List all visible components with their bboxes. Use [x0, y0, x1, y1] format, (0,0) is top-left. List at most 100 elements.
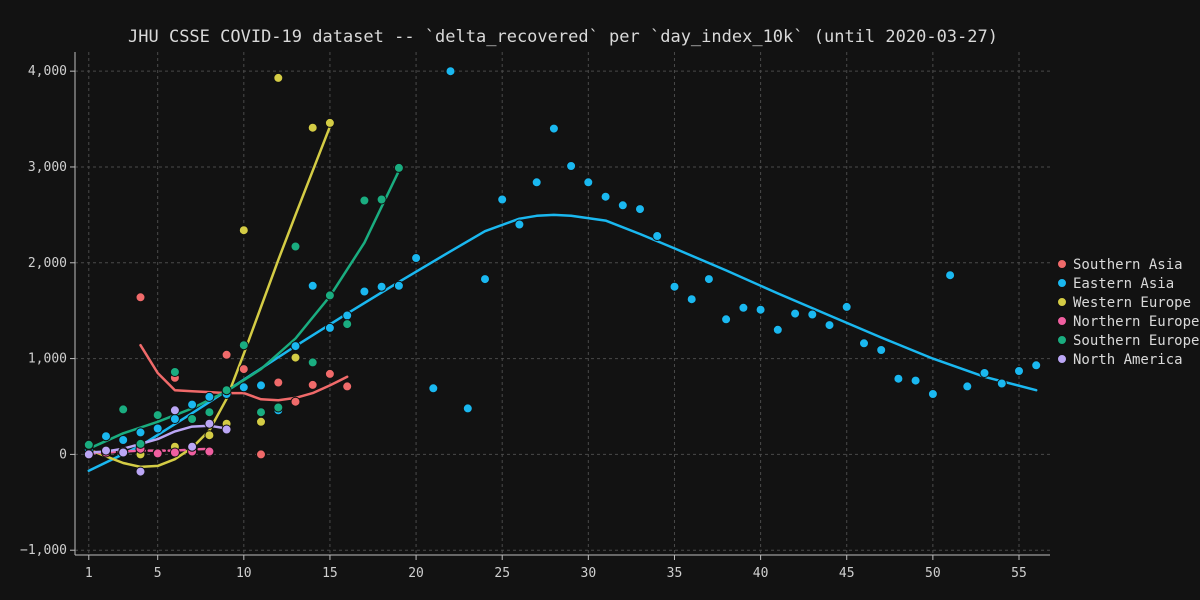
trend-line — [87, 213, 1038, 472]
data-point — [238, 225, 249, 236]
data-point — [204, 430, 215, 441]
grid — [75, 52, 1050, 555]
data-point — [204, 407, 215, 418]
data-point — [996, 378, 1007, 389]
data-point — [342, 319, 353, 330]
y-tick-label: −1,000 — [20, 543, 67, 558]
x-tick-label: 30 — [581, 566, 597, 581]
data-point — [273, 402, 284, 413]
data-point — [962, 381, 973, 392]
y-tick-label: 0 — [59, 447, 67, 462]
data-point — [686, 294, 697, 305]
data-point — [945, 270, 956, 281]
data-point — [721, 314, 732, 325]
data-point — [135, 466, 146, 477]
data-point — [169, 405, 180, 416]
data-point — [566, 161, 577, 171]
data-point — [824, 320, 835, 331]
x-tick-label: 45 — [839, 566, 855, 581]
data-point — [411, 253, 422, 263]
x-tick-label: 40 — [753, 566, 769, 581]
data-point — [462, 403, 473, 414]
legend-label: Southern Europe — [1073, 333, 1199, 349]
data-point — [927, 389, 938, 399]
legend-marker — [1057, 297, 1067, 307]
data-point — [101, 431, 111, 442]
data-point — [290, 352, 301, 363]
data-point — [118, 404, 129, 415]
data-point — [652, 231, 663, 241]
data-point — [480, 274, 490, 285]
data-point — [187, 414, 198, 424]
data-point — [669, 281, 680, 292]
data-point — [428, 383, 439, 394]
data-point — [169, 447, 180, 458]
data-point — [807, 309, 818, 320]
legend: Southern Asia Eastern Asia Western Europe N… — [1057, 257, 1199, 368]
data-point — [204, 418, 215, 429]
data-point — [152, 423, 163, 434]
data-point — [979, 368, 990, 378]
data-point — [238, 340, 249, 351]
data-point — [376, 281, 387, 292]
data-point — [1031, 360, 1042, 371]
data-point — [135, 438, 146, 449]
legend-marker — [1057, 316, 1067, 326]
data-point — [772, 324, 783, 335]
data-point — [169, 414, 180, 424]
data-point — [445, 66, 456, 77]
legend-label: North America — [1073, 352, 1183, 368]
x-tick-label: 50 — [925, 566, 941, 581]
data-point — [635, 204, 645, 215]
y-tick-label: 4,000 — [28, 64, 67, 79]
y-tick-label: 1,000 — [28, 352, 67, 367]
data-point — [600, 191, 611, 202]
data-point — [204, 446, 215, 457]
data-point — [152, 448, 163, 459]
legend-marker — [1057, 335, 1067, 345]
data-point — [83, 439, 94, 450]
trend-line — [87, 424, 228, 454]
data-point — [548, 123, 559, 134]
data-point — [893, 373, 904, 384]
data-point — [342, 381, 353, 392]
data-point — [324, 117, 335, 128]
data-point — [256, 380, 266, 391]
data-point — [256, 416, 266, 427]
data-point — [910, 375, 921, 386]
data-point — [307, 280, 318, 291]
legend-label: Eastern Asia — [1073, 276, 1174, 292]
trend-line — [139, 343, 349, 402]
data-point — [497, 194, 508, 205]
trend-lines — [87, 125, 1038, 472]
data-point — [755, 304, 766, 315]
data-point — [307, 122, 318, 133]
data-point — [118, 447, 129, 458]
legend-marker — [1057, 278, 1067, 288]
data-point — [514, 219, 525, 230]
axes: 1 5 10 15 20 25 30 35 40 45 50 55−1,00001,0002,0003… — [20, 52, 1050, 581]
x-tick-label: 35 — [667, 566, 683, 581]
data-point — [790, 308, 801, 319]
data-point — [583, 177, 594, 188]
legend-marker — [1057, 354, 1067, 364]
chart-title: JHU CSSE COVID-19 dataset -- `delta_reco… — [128, 27, 998, 47]
legend-label: Southern Asia — [1073, 257, 1183, 273]
data-point — [376, 194, 387, 205]
data-point — [841, 301, 852, 312]
data-point — [1014, 366, 1024, 376]
data-points — [83, 66, 1042, 477]
data-point — [101, 445, 111, 456]
data-point — [290, 341, 301, 352]
data-point — [324, 368, 335, 379]
x-tick-label: 55 — [1011, 566, 1027, 581]
data-point — [221, 385, 232, 396]
data-point — [359, 195, 370, 206]
data-point — [256, 407, 266, 418]
data-point — [135, 292, 146, 303]
legend-label: Northern Europe — [1073, 314, 1199, 330]
x-tick-label: 15 — [322, 566, 338, 581]
data-point — [221, 424, 232, 435]
legend-label: Western Europe — [1073, 295, 1191, 311]
